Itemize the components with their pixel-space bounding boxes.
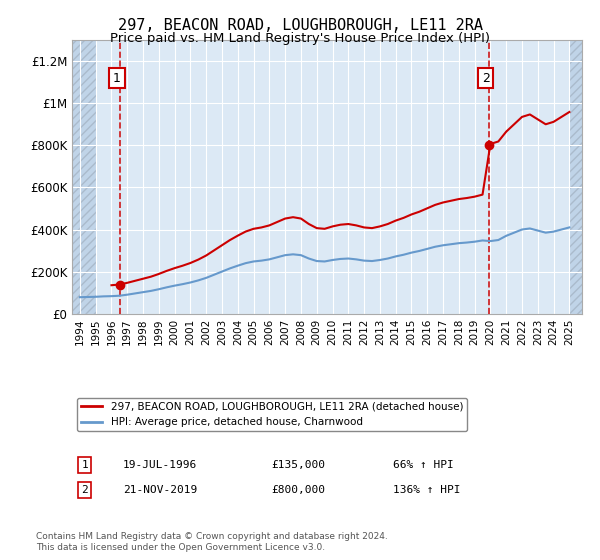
Bar <box>569 40 582 314</box>
Text: 66% ↑ HPI: 66% ↑ HPI <box>394 460 454 470</box>
Text: £800,000: £800,000 <box>271 485 325 495</box>
Text: 297, BEACON ROAD, LOUGHBOROUGH, LE11 2RA: 297, BEACON ROAD, LOUGHBOROUGH, LE11 2RA <box>118 18 482 33</box>
Text: 2: 2 <box>482 72 490 85</box>
Text: 2: 2 <box>82 485 88 495</box>
Text: 136% ↑ HPI: 136% ↑ HPI <box>394 485 461 495</box>
Text: £135,000: £135,000 <box>271 460 325 470</box>
Text: Price paid vs. HM Land Registry's House Price Index (HPI): Price paid vs. HM Land Registry's House … <box>110 32 490 45</box>
Text: 1: 1 <box>82 460 88 470</box>
Legend: 297, BEACON ROAD, LOUGHBOROUGH, LE11 2RA (detached house), HPI: Average price, d: 297, BEACON ROAD, LOUGHBOROUGH, LE11 2RA… <box>77 398 467 431</box>
Text: 19-JUL-1996: 19-JUL-1996 <box>123 460 197 470</box>
Bar <box>72 40 95 314</box>
Text: Contains HM Land Registry data © Crown copyright and database right 2024.
This d: Contains HM Land Registry data © Crown c… <box>36 532 388 552</box>
Text: 21-NOV-2019: 21-NOV-2019 <box>123 485 197 495</box>
Text: 1: 1 <box>113 72 121 85</box>
